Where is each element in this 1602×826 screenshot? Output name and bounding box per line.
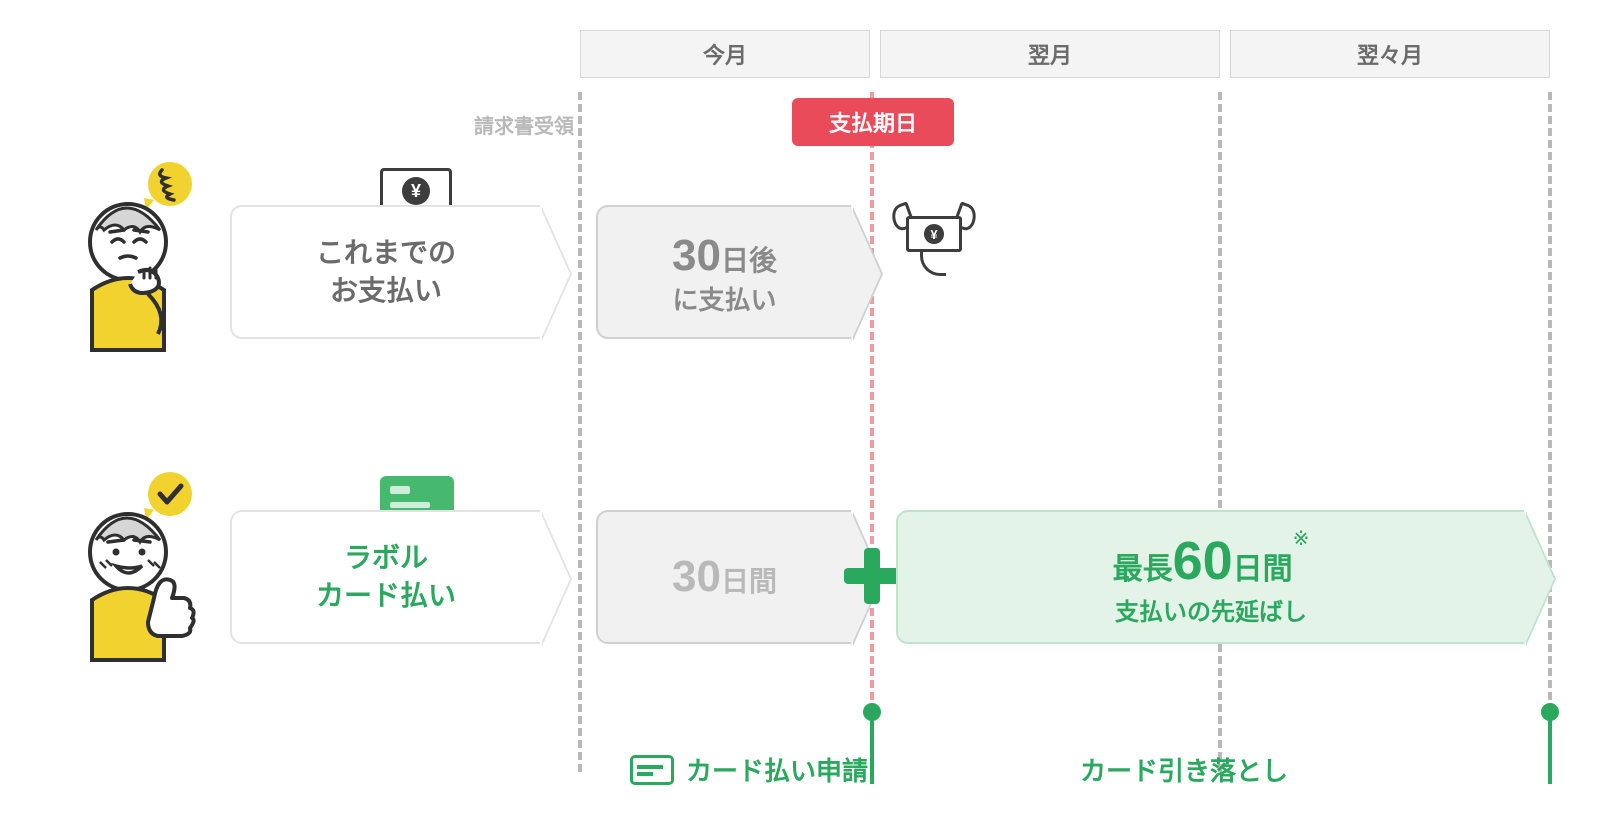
month-label-3: 翌々月 bbox=[1357, 38, 1423, 70]
row2-arrow1-unit: 日間 bbox=[721, 566, 777, 597]
row2-label: ラボル カード払い bbox=[230, 510, 540, 644]
legend-apply: カード払い申請 bbox=[630, 751, 868, 788]
deadline-label: 支払期日 bbox=[829, 106, 917, 138]
row2-arrow2-pre: 最長 bbox=[1113, 553, 1173, 586]
persona-thumbsup bbox=[50, 470, 240, 670]
vline-start bbox=[578, 92, 582, 772]
row2-arrow1: 30日間 bbox=[596, 510, 851, 644]
row1-title-l2: お支払い bbox=[330, 272, 442, 310]
row2-arrow1-num: 30 bbox=[672, 552, 721, 601]
diagram-root: 今月 翌月 翌々月 請求書受領 支払期日 bbox=[20, 20, 1582, 806]
legend-apply-text: カード払い申請 bbox=[686, 751, 868, 788]
plus-icon bbox=[844, 548, 900, 604]
row1-arrow-sub: に支払い bbox=[672, 284, 777, 318]
row1-label: これまでの お支払い bbox=[230, 205, 540, 339]
legend-debit: カード引き落とし bbox=[1080, 751, 1288, 788]
row1-arrow: 30日後 に支払い bbox=[596, 205, 851, 339]
row2-arrow2-aster: ※ bbox=[1293, 528, 1310, 550]
flying-money-icon: ¥ bbox=[890, 198, 980, 278]
vline-deadline bbox=[870, 92, 874, 772]
marker-debit-line bbox=[1548, 712, 1552, 784]
card-mini-icon bbox=[630, 755, 674, 785]
invoice-label-text: 請求書受領 bbox=[474, 116, 574, 138]
row1-arrow-unit: 日後 bbox=[721, 245, 777, 276]
persona-thinking bbox=[50, 160, 240, 360]
vline-month2end bbox=[1218, 92, 1222, 772]
row2-arrow2-num: 60 bbox=[1173, 531, 1233, 591]
legend-debit-text: カード引き落とし bbox=[1080, 751, 1288, 788]
month-box-2: 翌月 bbox=[880, 30, 1220, 78]
marker-apply-line bbox=[870, 712, 874, 784]
month-label-2: 翌月 bbox=[1028, 38, 1072, 70]
row2-arrow2-unit: 日間 bbox=[1233, 553, 1293, 586]
invoice-label: 請求書受領 bbox=[474, 110, 574, 139]
row2-title-l1: ラボル bbox=[344, 539, 428, 577]
month-box-1: 今月 bbox=[580, 30, 870, 78]
row2-arrow2-sub: 支払いの先延ばし bbox=[1113, 597, 1310, 628]
row1-arrow-num: 30 bbox=[672, 231, 721, 280]
row1-title-l1: これまでの bbox=[316, 234, 456, 272]
month-label-1: 今月 bbox=[703, 38, 747, 70]
deadline-box: 支払期日 bbox=[792, 98, 954, 146]
row2-title-l2: カード払い bbox=[316, 577, 456, 615]
month-box-3: 翌々月 bbox=[1230, 30, 1550, 78]
vline-month3end bbox=[1548, 92, 1552, 772]
row2-arrow2: 最長60日間※ 支払いの先延ばし bbox=[896, 510, 1524, 644]
